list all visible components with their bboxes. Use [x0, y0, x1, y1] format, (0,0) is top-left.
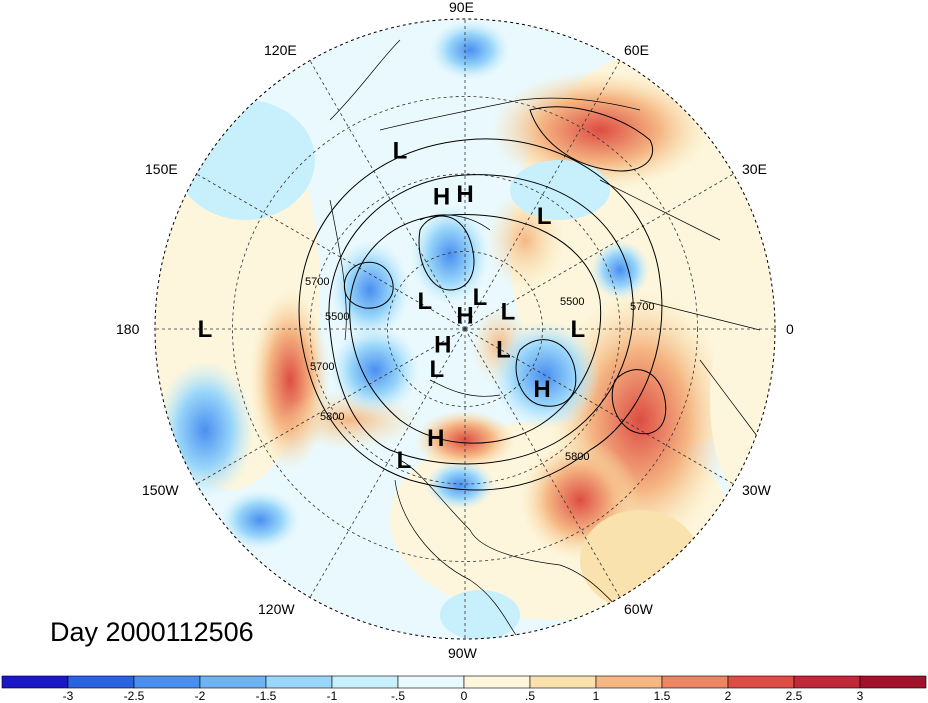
- high-pressure-marker: H: [427, 425, 444, 452]
- contour-label: 5500: [560, 296, 584, 308]
- graticule: [155, 19, 775, 639]
- colorbar-tick-label: 2.5: [785, 689, 803, 703]
- lon-label-60w: 60W: [624, 601, 654, 617]
- lon-label-90e: 90E: [449, 0, 474, 15]
- colorbar-tick-label: -2: [194, 689, 206, 703]
- contour-label: 5500: [325, 311, 349, 323]
- contour-label: 5700: [305, 276, 329, 288]
- colorbar-swatch: [1, 675, 69, 689]
- contour-labels: 5700 5500 5700 5800 5500 5700 5800: [305, 276, 654, 463]
- colorbar-tick-label: -3: [62, 689, 74, 703]
- lon-label-120w: 120W: [258, 601, 295, 617]
- low-pressure-marker: L: [473, 284, 488, 311]
- low-pressure-marker: L: [537, 203, 552, 230]
- colorbar-swatch: [265, 675, 333, 689]
- low-pressure-marker: L: [496, 337, 511, 364]
- colorbar-swatch: [529, 675, 597, 689]
- high-pressure-marker: H: [456, 303, 473, 330]
- lon-label-180: 180: [116, 321, 140, 337]
- colorbar-swatch: [463, 675, 531, 689]
- polar-map: 5700 5500 5700 5800 5500 5700 5800 LLHLL…: [116, 0, 794, 661]
- map-boundary: [154, 18, 776, 640]
- colorbar-swatch: [133, 675, 201, 689]
- colorbar-swatch: [397, 675, 465, 689]
- colorbar-swatch: [67, 675, 135, 689]
- low-pressure-marker: L: [429, 356, 444, 383]
- contour-label: 5800: [565, 451, 589, 463]
- longitude-labels: 90E 60E 30E 0 30W 60W 90W 120W 150W 180 …: [116, 0, 794, 661]
- lon-label-150e: 150E: [145, 161, 178, 177]
- colorbar-tick-label: -1: [326, 689, 338, 703]
- figure-title: Day 2000112506: [50, 617, 254, 647]
- colorbar-swatch: [661, 675, 729, 689]
- high-pressure-marker: H: [433, 183, 450, 210]
- high-pressure-marker: H: [434, 332, 451, 359]
- lon-label-30e: 30E: [742, 161, 767, 177]
- colorbar-swatch: [727, 675, 795, 689]
- lon-label-150w: 150W: [142, 482, 179, 498]
- colorbar-tick-label: -1.5: [255, 689, 277, 703]
- colorbar-tick-label: 0: [460, 689, 468, 703]
- high-pressure-marker: H: [456, 181, 473, 208]
- lon-label-90w: 90W: [448, 645, 478, 661]
- low-pressure-marker: L: [393, 138, 408, 165]
- colorbar-tick-label: 2: [724, 689, 732, 703]
- colorbar-swatch: [199, 675, 267, 689]
- lon-label-120e: 120E: [264, 42, 297, 58]
- lon-label-0: 0: [786, 321, 794, 337]
- colorbar-swatch: [793, 675, 861, 689]
- colorbar-swatch: [331, 675, 399, 689]
- colorbar-tick-label: -.5: [390, 689, 406, 703]
- anomaly-shading: [155, 19, 775, 639]
- colorbar-tick-label: 1: [592, 689, 600, 703]
- lon-label-60e: 60E: [624, 42, 649, 58]
- coastlines: [329, 39, 775, 639]
- colorbar-tick-label: 3: [856, 689, 864, 703]
- colorbar-swatch: [859, 675, 927, 689]
- lon-label-30w: 30W: [742, 482, 772, 498]
- low-pressure-marker: L: [501, 299, 516, 326]
- contour-label: 5800: [320, 411, 344, 423]
- colorbar-tick-label: -2.5: [123, 689, 145, 703]
- contour-label: 5700: [310, 361, 334, 373]
- low-pressure-marker: L: [417, 288, 432, 315]
- low-pressure-marker: L: [198, 316, 213, 343]
- contour-label: 5700: [630, 301, 654, 313]
- colorbar-tick-label: .5: [524, 689, 536, 703]
- colorbar: -3 -2.5 -2 -1.5 -1 -.5 0 .5 1 1.5 2 2.5 3: [0, 675, 928, 703]
- colorbar-swatch: [595, 675, 663, 689]
- low-pressure-marker: L: [397, 447, 412, 474]
- low-pressure-marker: L: [570, 316, 585, 343]
- colorbar-swatches: [1, 675, 927, 689]
- height-contours: [298, 106, 667, 491]
- colorbar-tick-label: 1.5: [653, 689, 671, 703]
- high-pressure-marker: H: [533, 376, 550, 403]
